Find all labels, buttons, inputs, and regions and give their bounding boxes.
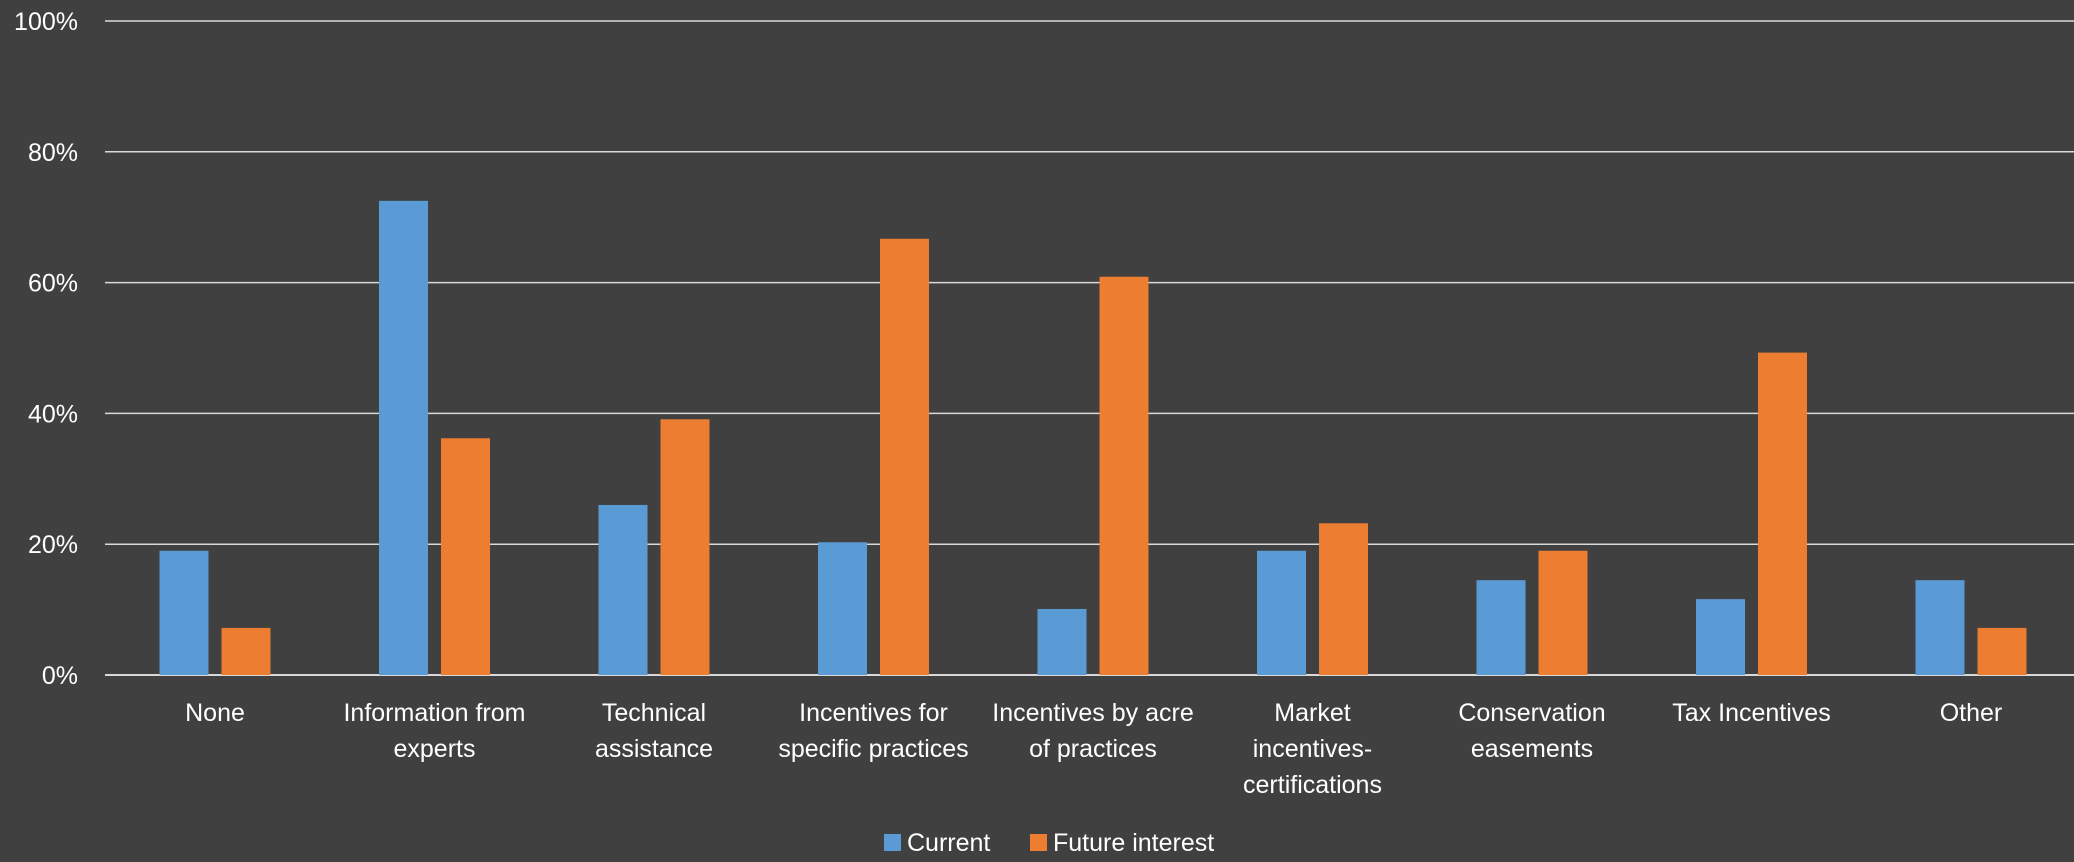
x-tick-label: Tax Incentives [1672, 699, 1830, 727]
legend-swatch [884, 834, 901, 851]
x-tick-label: experts [394, 735, 476, 763]
bar-future-interest [1538, 550, 1588, 675]
bar-future-interest [660, 419, 710, 675]
bar-current [1696, 599, 1745, 675]
bar-future-interest [1319, 523, 1368, 675]
x-tick-label: assistance [595, 735, 713, 763]
y-tick-label: 40% [28, 400, 78, 428]
x-tick-label: Incentives by acre [992, 699, 1194, 727]
y-axis-ticks: 0% 20% 40% 60% 80% 100% [14, 8, 78, 690]
y-tick-label: 100% [14, 8, 78, 36]
gridlines [105, 20, 2074, 676]
legend-label: Future interest [1053, 829, 1214, 857]
legend-item: Future interest [1030, 829, 1214, 857]
bar-future-interest [441, 438, 490, 675]
bar-future-interest [1758, 352, 1807, 675]
x-tick-label: Conservation [1458, 699, 1605, 727]
bar-current [1037, 608, 1087, 675]
x-tick-label: Technical [602, 699, 706, 727]
y-tick-label: 20% [28, 531, 78, 559]
bar-current [1476, 580, 1526, 675]
legend-label: Current [907, 829, 990, 857]
x-tick-label: Incentives for [799, 699, 948, 727]
y-tick-label: 60% [28, 270, 78, 298]
x-tick-label: Information from [343, 699, 525, 727]
bar-current [1915, 580, 1965, 675]
x-tick-label: Market [1274, 699, 1350, 727]
x-tick-label: of practices [1029, 735, 1157, 763]
legend: Current Future interest [884, 829, 1214, 857]
x-tick-label: None [185, 699, 245, 727]
bar-current [159, 550, 209, 675]
legend-item: Current [884, 829, 990, 857]
x-tick-label: certifications [1243, 771, 1382, 799]
y-tick-label: 0% [42, 662, 78, 690]
bar-future-interest [1977, 627, 2027, 675]
bar-current [818, 542, 867, 675]
bar-future-interest [221, 627, 271, 675]
bars [159, 200, 2027, 676]
bar-current [1257, 550, 1306, 675]
x-tick-label: easements [1471, 735, 1593, 763]
bar-future-interest [880, 238, 929, 676]
x-tick-label: incentives- [1253, 735, 1373, 763]
x-tick-label: specific practices [778, 735, 968, 763]
y-tick-label: 80% [28, 139, 78, 167]
legend-swatch [1030, 834, 1047, 851]
bar-future-interest [1099, 276, 1149, 675]
x-tick-label: Other [1940, 699, 2003, 727]
bar-current [379, 200, 428, 675]
bar-current [598, 504, 648, 675]
x-axis-labels: None Information from experts Technical assi… [185, 699, 2002, 799]
